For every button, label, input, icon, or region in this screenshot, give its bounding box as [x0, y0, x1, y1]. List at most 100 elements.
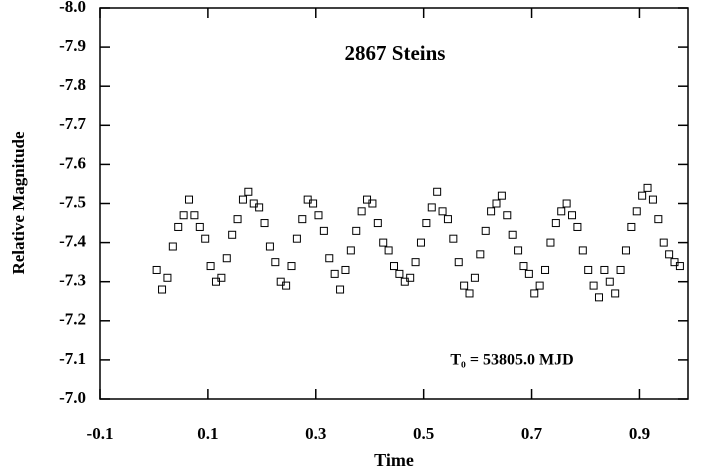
data-point: [530, 289, 539, 298]
y-tick-label: -7.1: [59, 349, 86, 368]
data-point: [568, 211, 577, 220]
data-point: [654, 215, 663, 224]
data-point: [190, 211, 199, 220]
x-axis-label: Time: [374, 450, 414, 470]
data-point: [201, 234, 210, 243]
data-point: [287, 262, 296, 271]
data-point: [330, 269, 339, 278]
data-point: [487, 207, 496, 216]
data-point: [336, 285, 345, 294]
y-axis-label: Relative Magnitude: [9, 131, 28, 275]
data-point: [341, 265, 350, 274]
data-point: [228, 230, 237, 239]
x-tick-label: -0.1: [87, 424, 114, 443]
data-point: [373, 219, 382, 228]
data-point: [438, 207, 447, 216]
data-point: [195, 222, 204, 231]
data-point: [384, 246, 393, 255]
data-point: [174, 222, 183, 231]
data-point: [578, 246, 587, 255]
data-point: [233, 215, 242, 224]
y-tick-label: -7.4: [59, 232, 86, 251]
data-point: [465, 289, 474, 298]
data-point: [573, 222, 582, 231]
annotation: T₀ = 53805.0 MJD: [450, 352, 573, 369]
data-point: [282, 281, 291, 290]
data-point: [454, 258, 463, 267]
y-tick-label: -7.8: [59, 75, 86, 94]
data-point: [422, 219, 431, 228]
data-point: [352, 226, 361, 235]
data-point: [379, 238, 388, 247]
data-point: [319, 226, 328, 235]
data-point: [314, 211, 323, 220]
data-point: [449, 234, 458, 243]
data-point: [255, 203, 264, 212]
data-point: [508, 230, 517, 239]
data-point: [541, 265, 550, 274]
data-point: [238, 195, 247, 204]
data-point: [390, 262, 398, 271]
data-point: [594, 293, 603, 302]
data-point: [659, 238, 668, 247]
data-point: [292, 234, 301, 243]
data-point: [492, 199, 501, 208]
data-point: [206, 262, 215, 271]
y-tick-label: -8.0: [59, 0, 86, 16]
data-point: [346, 246, 355, 255]
data-point: [589, 281, 598, 290]
data-point: [406, 273, 415, 282]
data-point: [357, 207, 366, 216]
data-point: [271, 258, 280, 267]
x-tick-label: 0.3: [305, 424, 326, 443]
data-point: [648, 195, 657, 204]
data-point: [605, 277, 614, 286]
data-point: [427, 203, 436, 212]
data-point: [158, 285, 167, 294]
data-point: [600, 265, 609, 274]
y-tick-label: -7.7: [59, 114, 86, 133]
data-point: [514, 246, 523, 255]
chart-title: 2867 Steins: [345, 41, 446, 65]
data-point: [411, 258, 420, 267]
data-point: [665, 250, 674, 259]
data-point: [168, 242, 177, 251]
data-point: [309, 199, 318, 208]
data-point: [185, 195, 194, 204]
data-point: [519, 262, 528, 271]
x-tick-label: 0.1: [197, 424, 218, 443]
y-tick-label: -7.6: [59, 153, 86, 172]
y-tick-label: -7.0: [59, 388, 86, 407]
data-point: [584, 265, 593, 274]
data-point: [627, 222, 636, 231]
data-point: [524, 269, 533, 278]
data-point: [562, 199, 571, 208]
data-point: [298, 215, 307, 224]
x-tick-label: 0.9: [629, 424, 650, 443]
data-point: [638, 191, 647, 200]
data-point: [222, 254, 231, 263]
data-point: [163, 273, 172, 282]
y-tick-label: -7.3: [59, 271, 86, 290]
data-point: [325, 254, 334, 263]
data-point: [535, 281, 544, 290]
data-point: [503, 211, 512, 220]
data-point: [557, 207, 566, 216]
data-point: [476, 250, 485, 259]
data-point: [675, 262, 684, 271]
data-point: [643, 183, 652, 192]
data-point: [260, 219, 269, 228]
x-tick-label: 0.5: [413, 424, 434, 443]
data-point: [416, 238, 425, 247]
data-point: [152, 265, 161, 274]
data-point: [265, 242, 274, 251]
data-point: [616, 265, 625, 274]
data-point: [217, 273, 226, 282]
data-point: [481, 226, 490, 235]
data-point: [621, 246, 630, 255]
data-point: [179, 211, 188, 220]
y-tick-label: -7.9: [59, 36, 86, 55]
y-tick-label: -7.2: [59, 310, 86, 329]
data-point: [395, 269, 404, 278]
